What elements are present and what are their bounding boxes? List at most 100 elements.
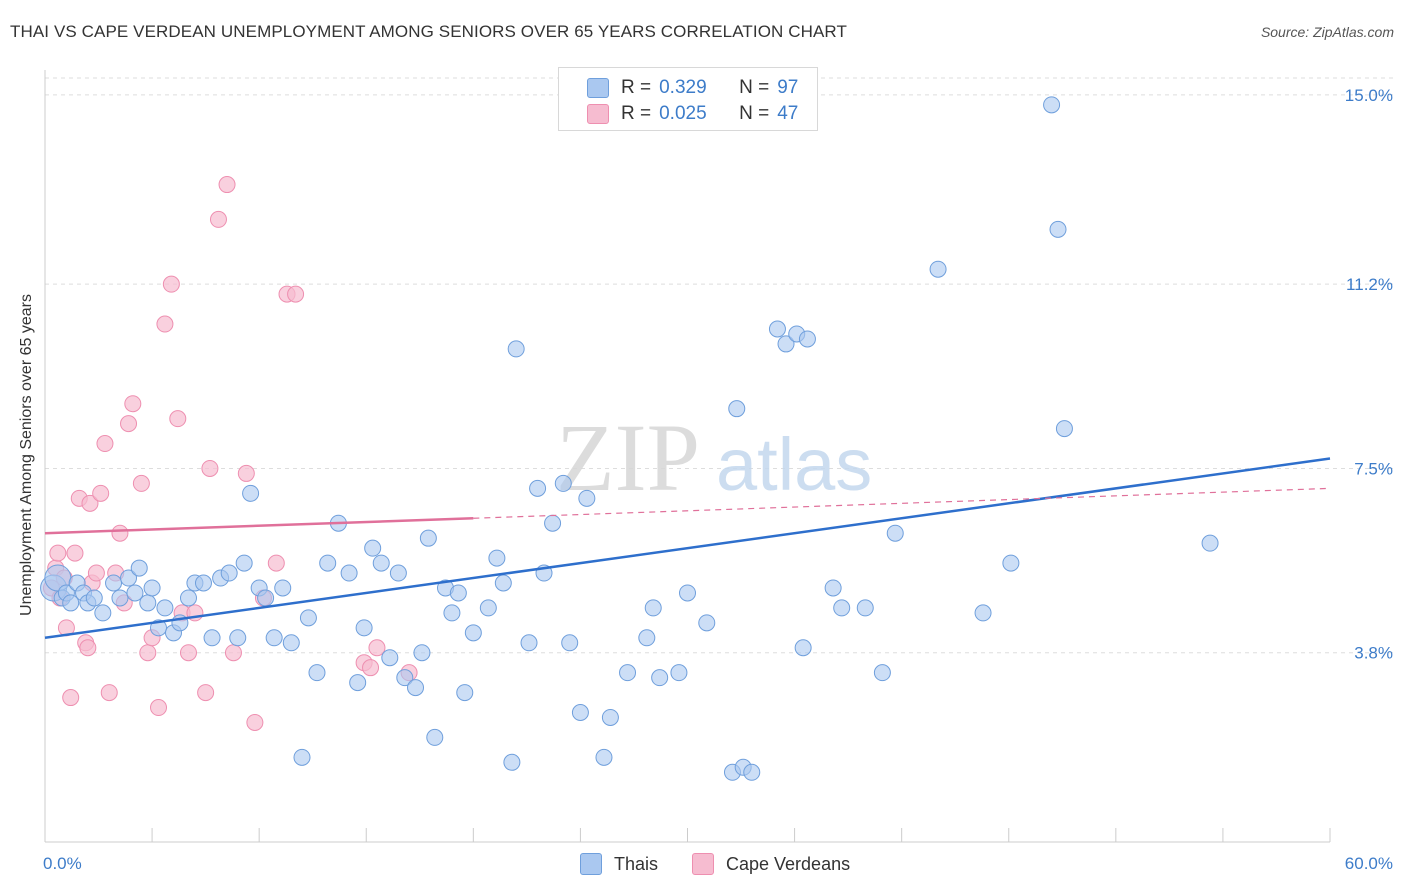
series-label-cape-verdeans: Cape Verdeans [726, 853, 851, 874]
thais-point [743, 763, 761, 781]
y-tick-label: 15.0% [1345, 86, 1393, 105]
cape-verdeans-point [368, 639, 386, 657]
thais-point [105, 574, 123, 592]
chart-title: THAI VS CAPE VERDEAN UNEMPLOYMENT AMONG … [10, 22, 847, 41]
thais-point [619, 664, 637, 682]
cape-verdeans-point [201, 459, 219, 477]
thais-point [638, 629, 656, 647]
thais-point [794, 639, 812, 657]
cape-verdeans-point [100, 684, 118, 702]
legend-swatch-cape-verdeans [587, 104, 609, 124]
thais-point [308, 664, 326, 682]
thais-point [220, 564, 238, 582]
thais-point [257, 589, 275, 607]
thais-point [679, 584, 696, 602]
thais-point [768, 320, 786, 338]
thais-point [381, 649, 399, 667]
thais-point [389, 564, 407, 582]
thais-point [443, 604, 461, 622]
thais-point [856, 599, 874, 617]
thais-point [355, 619, 373, 637]
legend-row-cape-verdeans: R = 0.025 N = 47 [587, 102, 798, 126]
cape-verdeans-point [120, 415, 138, 433]
thais-point [777, 335, 795, 353]
cape-verdeans-point [209, 210, 227, 228]
thais-point [1043, 96, 1061, 114]
y-axis-label: Unemployment Among Seniors over 65 years [18, 294, 35, 616]
thais-point [554, 474, 572, 492]
thais-point [293, 748, 311, 766]
thais-point [651, 669, 669, 687]
series-label-thais: Thais [614, 853, 659, 874]
thais-point [120, 569, 138, 587]
thais-point [62, 594, 80, 612]
cape-verdeans-point [237, 464, 255, 482]
thais-point [1201, 534, 1219, 552]
series-legend: Thais Cape Verdeans [0, 852, 1406, 878]
cape-verdeans-point [96, 435, 114, 453]
cape-verdeans-point [111, 524, 129, 542]
thais-point [130, 559, 148, 577]
thais-point [156, 599, 174, 617]
legend-r-label: R = [621, 103, 652, 124]
thais-point [203, 629, 221, 647]
legend-n-value: 97 [777, 77, 799, 98]
watermark-zip: ZIP [556, 404, 700, 511]
cape-verdeans-point [246, 713, 264, 731]
thais-point [419, 529, 437, 547]
legend-swatch-thais [587, 78, 609, 98]
y-tick-label: 11.2% [1346, 275, 1393, 294]
cape-verdeans-point [81, 494, 99, 512]
thais-point [179, 589, 197, 607]
y-tick-label: 3.8% [1354, 644, 1393, 663]
cape-verdeans-point [267, 554, 285, 572]
cape-verdeans-point [139, 644, 157, 662]
cape-verdeans-point [132, 474, 150, 492]
thais-point [578, 489, 596, 507]
thais-point [507, 340, 525, 358]
cape-verdeans-trend-line [44, 517, 474, 535]
trend-lines [44, 457, 1331, 640]
thais-point [503, 753, 521, 771]
thais-point [85, 589, 103, 607]
watermark: ZIP atlas [556, 404, 872, 511]
cape-verdeans-point [87, 564, 105, 582]
thais-point [372, 554, 390, 572]
thais-point [194, 574, 212, 592]
axis-layer [44, 70, 1331, 843]
series-swatch-thais [580, 853, 602, 875]
thais-point [833, 599, 851, 617]
thais-point [407, 679, 425, 697]
cape-verdeans-point [287, 285, 305, 303]
thais-point [139, 594, 157, 612]
thais-point [413, 644, 431, 662]
thais-point [396, 669, 414, 687]
cape-verdeans-point [169, 410, 187, 428]
thais-point [520, 634, 538, 652]
cape-verdeans-point [179, 644, 197, 662]
thais-point [242, 484, 260, 502]
thais-point [449, 584, 467, 602]
series-legend-cape-verdeans[interactable]: Cape Verdeans [692, 852, 850, 876]
thais-points [40, 96, 1219, 781]
thais-point [274, 579, 292, 597]
thais-point [229, 629, 247, 647]
cape-verdeans-point [62, 689, 80, 707]
thais-trend-line [44, 457, 1331, 640]
thais-point [265, 629, 283, 647]
thais-point [561, 634, 579, 652]
thais-point [670, 664, 688, 682]
thais-point [464, 624, 482, 642]
series-swatch-cape-verdeans [692, 853, 714, 875]
thais-point [728, 400, 746, 418]
legend-n-value: 47 [777, 103, 799, 124]
series-legend-thais[interactable]: Thais [580, 852, 658, 876]
legend-n-label: N = [739, 103, 770, 124]
thais-point [349, 674, 367, 692]
thais-point [456, 684, 474, 702]
thais-point [94, 604, 112, 622]
thais-point [143, 579, 161, 597]
thais-point [1055, 420, 1073, 438]
legend-r-label: R = [621, 77, 652, 98]
